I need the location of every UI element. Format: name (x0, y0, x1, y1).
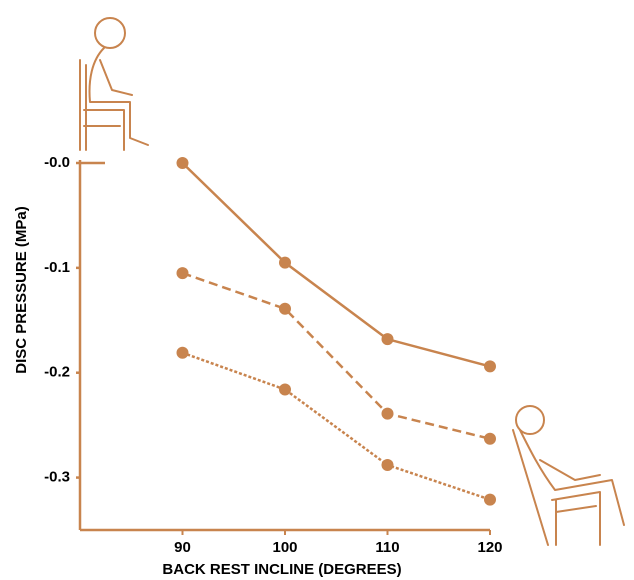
series-line (182, 271, 491, 440)
series-line (182, 351, 491, 501)
data-point (484, 360, 496, 373)
y-tick-label: -0.0 (44, 154, 70, 171)
series-line (181, 162, 491, 368)
data-point (484, 493, 496, 506)
data-point (381, 407, 394, 420)
y-axis-label: DISC PRESSURE (MPa) (13, 206, 30, 374)
data-point (279, 383, 291, 396)
data-point (381, 458, 394, 471)
data-point (279, 256, 291, 269)
data-point (176, 157, 189, 169)
y-tick-label: -0.3 (44, 469, 70, 486)
y-tick-label: -0.2 (44, 364, 70, 381)
y-tick-label: -0.1 (44, 259, 70, 276)
data-point (381, 333, 394, 346)
x-tick-label: 110 (375, 539, 399, 556)
x-axis-label: BACK REST INCLINE (DEGREES) (162, 561, 401, 578)
data-point (279, 302, 291, 315)
upright-sitter-icon (79, 17, 149, 151)
x-tick-label: 100 (272, 539, 297, 556)
x-tick-label: 90 (174, 539, 191, 556)
data-point (176, 346, 189, 359)
x-tick-label: 120 (477, 539, 502, 556)
data-point (484, 432, 496, 445)
reclined-sitter-icon (512, 405, 625, 546)
data-point (176, 267, 189, 280)
